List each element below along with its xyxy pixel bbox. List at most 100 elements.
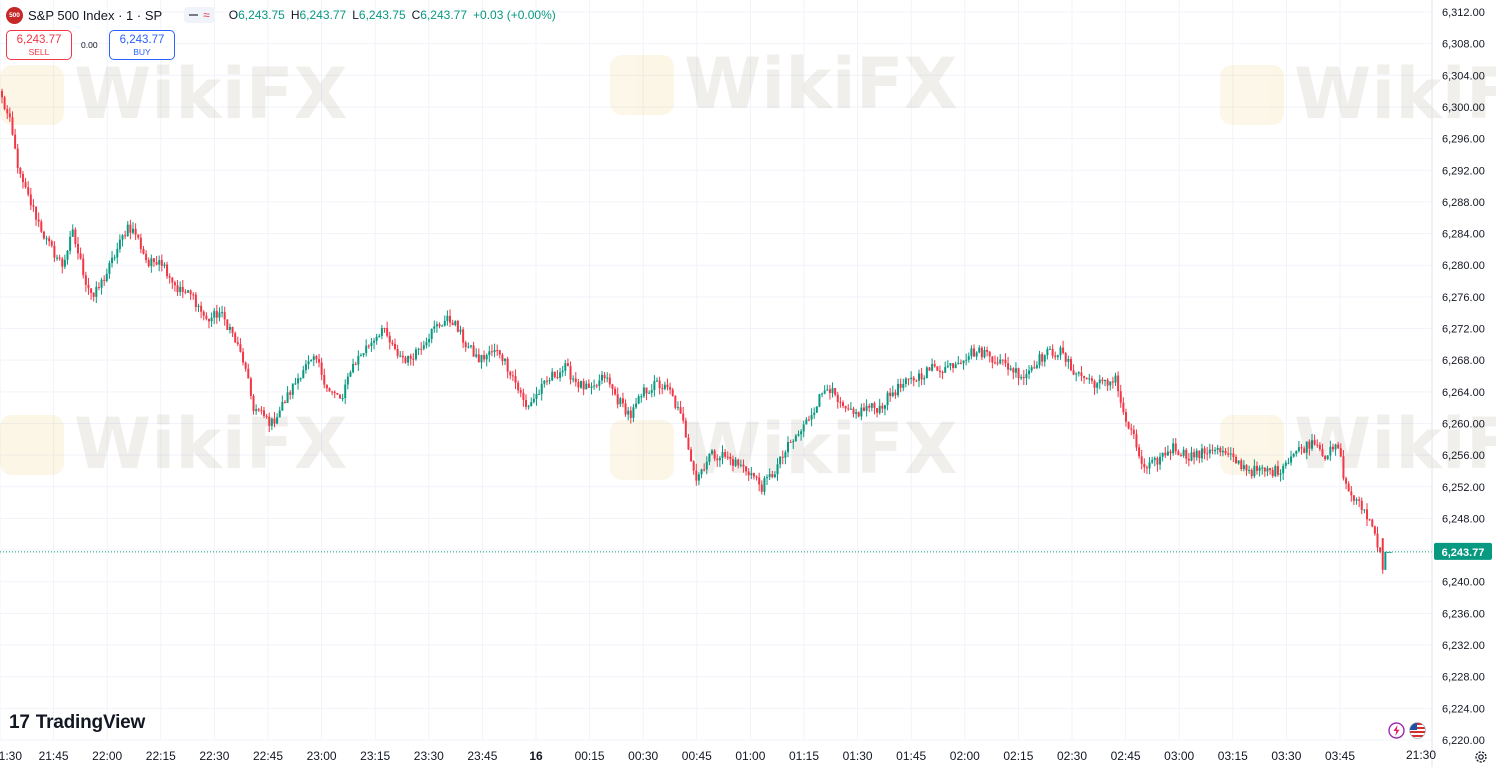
candle — [742, 459, 745, 473]
us-flag-icon[interactable] — [1409, 722, 1426, 739]
candle — [980, 346, 983, 360]
price-tick-label: 6,248.00 — [1442, 513, 1485, 525]
buy-button[interactable]: 6,243.77 BUY — [109, 30, 175, 60]
candle — [189, 289, 192, 300]
candle — [726, 451, 729, 460]
candle — [619, 396, 622, 407]
candle — [663, 381, 666, 391]
indicator-toggle-pill[interactable]: ≈ — [184, 7, 215, 23]
symbol-title[interactable]: S&P 500 Index · 1 · SP — [28, 7, 163, 23]
price-tick-label: 6,288.00 — [1442, 197, 1485, 209]
candle — [210, 312, 213, 327]
candle — [1017, 367, 1020, 386]
candle — [338, 394, 341, 399]
wave-icon[interactable]: ≈ — [203, 8, 210, 22]
candle — [480, 354, 483, 369]
candle — [325, 384, 328, 393]
candle — [629, 406, 632, 424]
candle — [868, 403, 871, 413]
time-tick-label: 21:30 — [0, 749, 22, 763]
candle — [414, 347, 417, 361]
candle — [87, 277, 90, 295]
candle — [425, 337, 428, 349]
timezone-label[interactable]: 21:30 — [1406, 748, 1437, 762]
candle — [755, 475, 758, 481]
ohlc-open: O6,243.75 — [228, 8, 285, 22]
candle — [1114, 372, 1117, 387]
candle — [504, 358, 507, 366]
wikifx-watermark: WikiFX — [1220, 53, 1496, 135]
candle — [1282, 463, 1285, 481]
candle — [676, 401, 679, 411]
candle — [1248, 465, 1251, 474]
candle — [346, 373, 349, 390]
candle — [889, 388, 892, 402]
candle — [540, 378, 543, 401]
candle — [1271, 467, 1274, 478]
lightning-icon[interactable] — [1388, 722, 1405, 739]
ohlc-high: H6,243.77 — [290, 8, 347, 22]
candle — [294, 377, 297, 385]
candle — [1371, 518, 1374, 528]
time-tick-label: 02:30 — [1057, 749, 1087, 763]
candle — [40, 219, 43, 233]
candle — [1221, 446, 1224, 457]
candle — [37, 212, 40, 228]
candle — [800, 429, 803, 441]
candle — [802, 420, 805, 438]
candle — [522, 388, 525, 407]
candle — [910, 371, 913, 384]
candle — [1237, 460, 1240, 465]
candle — [684, 417, 687, 438]
candle — [1279, 469, 1282, 482]
candle — [1266, 465, 1269, 477]
candle — [828, 385, 831, 400]
candle — [289, 390, 292, 400]
candle — [147, 257, 150, 268]
candle — [805, 416, 808, 425]
candle — [886, 390, 889, 411]
candle — [1, 88, 3, 104]
candle — [1012, 367, 1015, 380]
candle — [661, 383, 664, 395]
candle — [95, 281, 98, 304]
candle — [931, 358, 934, 372]
symbol-logo-icon[interactable]: 500 — [6, 6, 23, 24]
candle — [737, 458, 740, 469]
candle — [1263, 467, 1266, 477]
sell-button[interactable]: 6,243.77 SELL — [6, 30, 72, 60]
tradingview-logo[interactable]: 17 TradingView — [9, 712, 145, 734]
minus-icon[interactable] — [189, 14, 199, 16]
candle — [870, 403, 873, 412]
candle — [784, 450, 787, 465]
candle — [750, 466, 753, 480]
candle — [1376, 526, 1379, 553]
candle — [477, 348, 480, 363]
candle — [1046, 346, 1049, 360]
candle — [983, 346, 986, 359]
candle — [1345, 476, 1348, 490]
candle — [671, 387, 674, 397]
settings-gear-icon[interactable] — [1474, 750, 1488, 764]
price-tick-label: 6,240.00 — [1442, 577, 1485, 589]
candle — [1329, 440, 1332, 461]
candle — [1083, 375, 1086, 384]
candle — [1156, 456, 1159, 472]
candle — [451, 319, 454, 326]
price-tick-label: 6,292.00 — [1442, 165, 1485, 177]
candle — [242, 348, 245, 366]
candlestick-series — [1, 88, 1392, 574]
candle — [1305, 441, 1308, 460]
wikifx-watermark: WikiFX — [0, 53, 348, 135]
candle — [1316, 439, 1319, 448]
candle — [695, 463, 698, 486]
candle — [302, 365, 305, 379]
candle — [1290, 450, 1293, 466]
candle — [396, 344, 399, 359]
candle — [881, 402, 884, 414]
candle — [590, 382, 593, 395]
candle — [705, 456, 708, 475]
ohlc-low: L6,243.75 — [352, 8, 406, 22]
candle — [718, 455, 721, 468]
